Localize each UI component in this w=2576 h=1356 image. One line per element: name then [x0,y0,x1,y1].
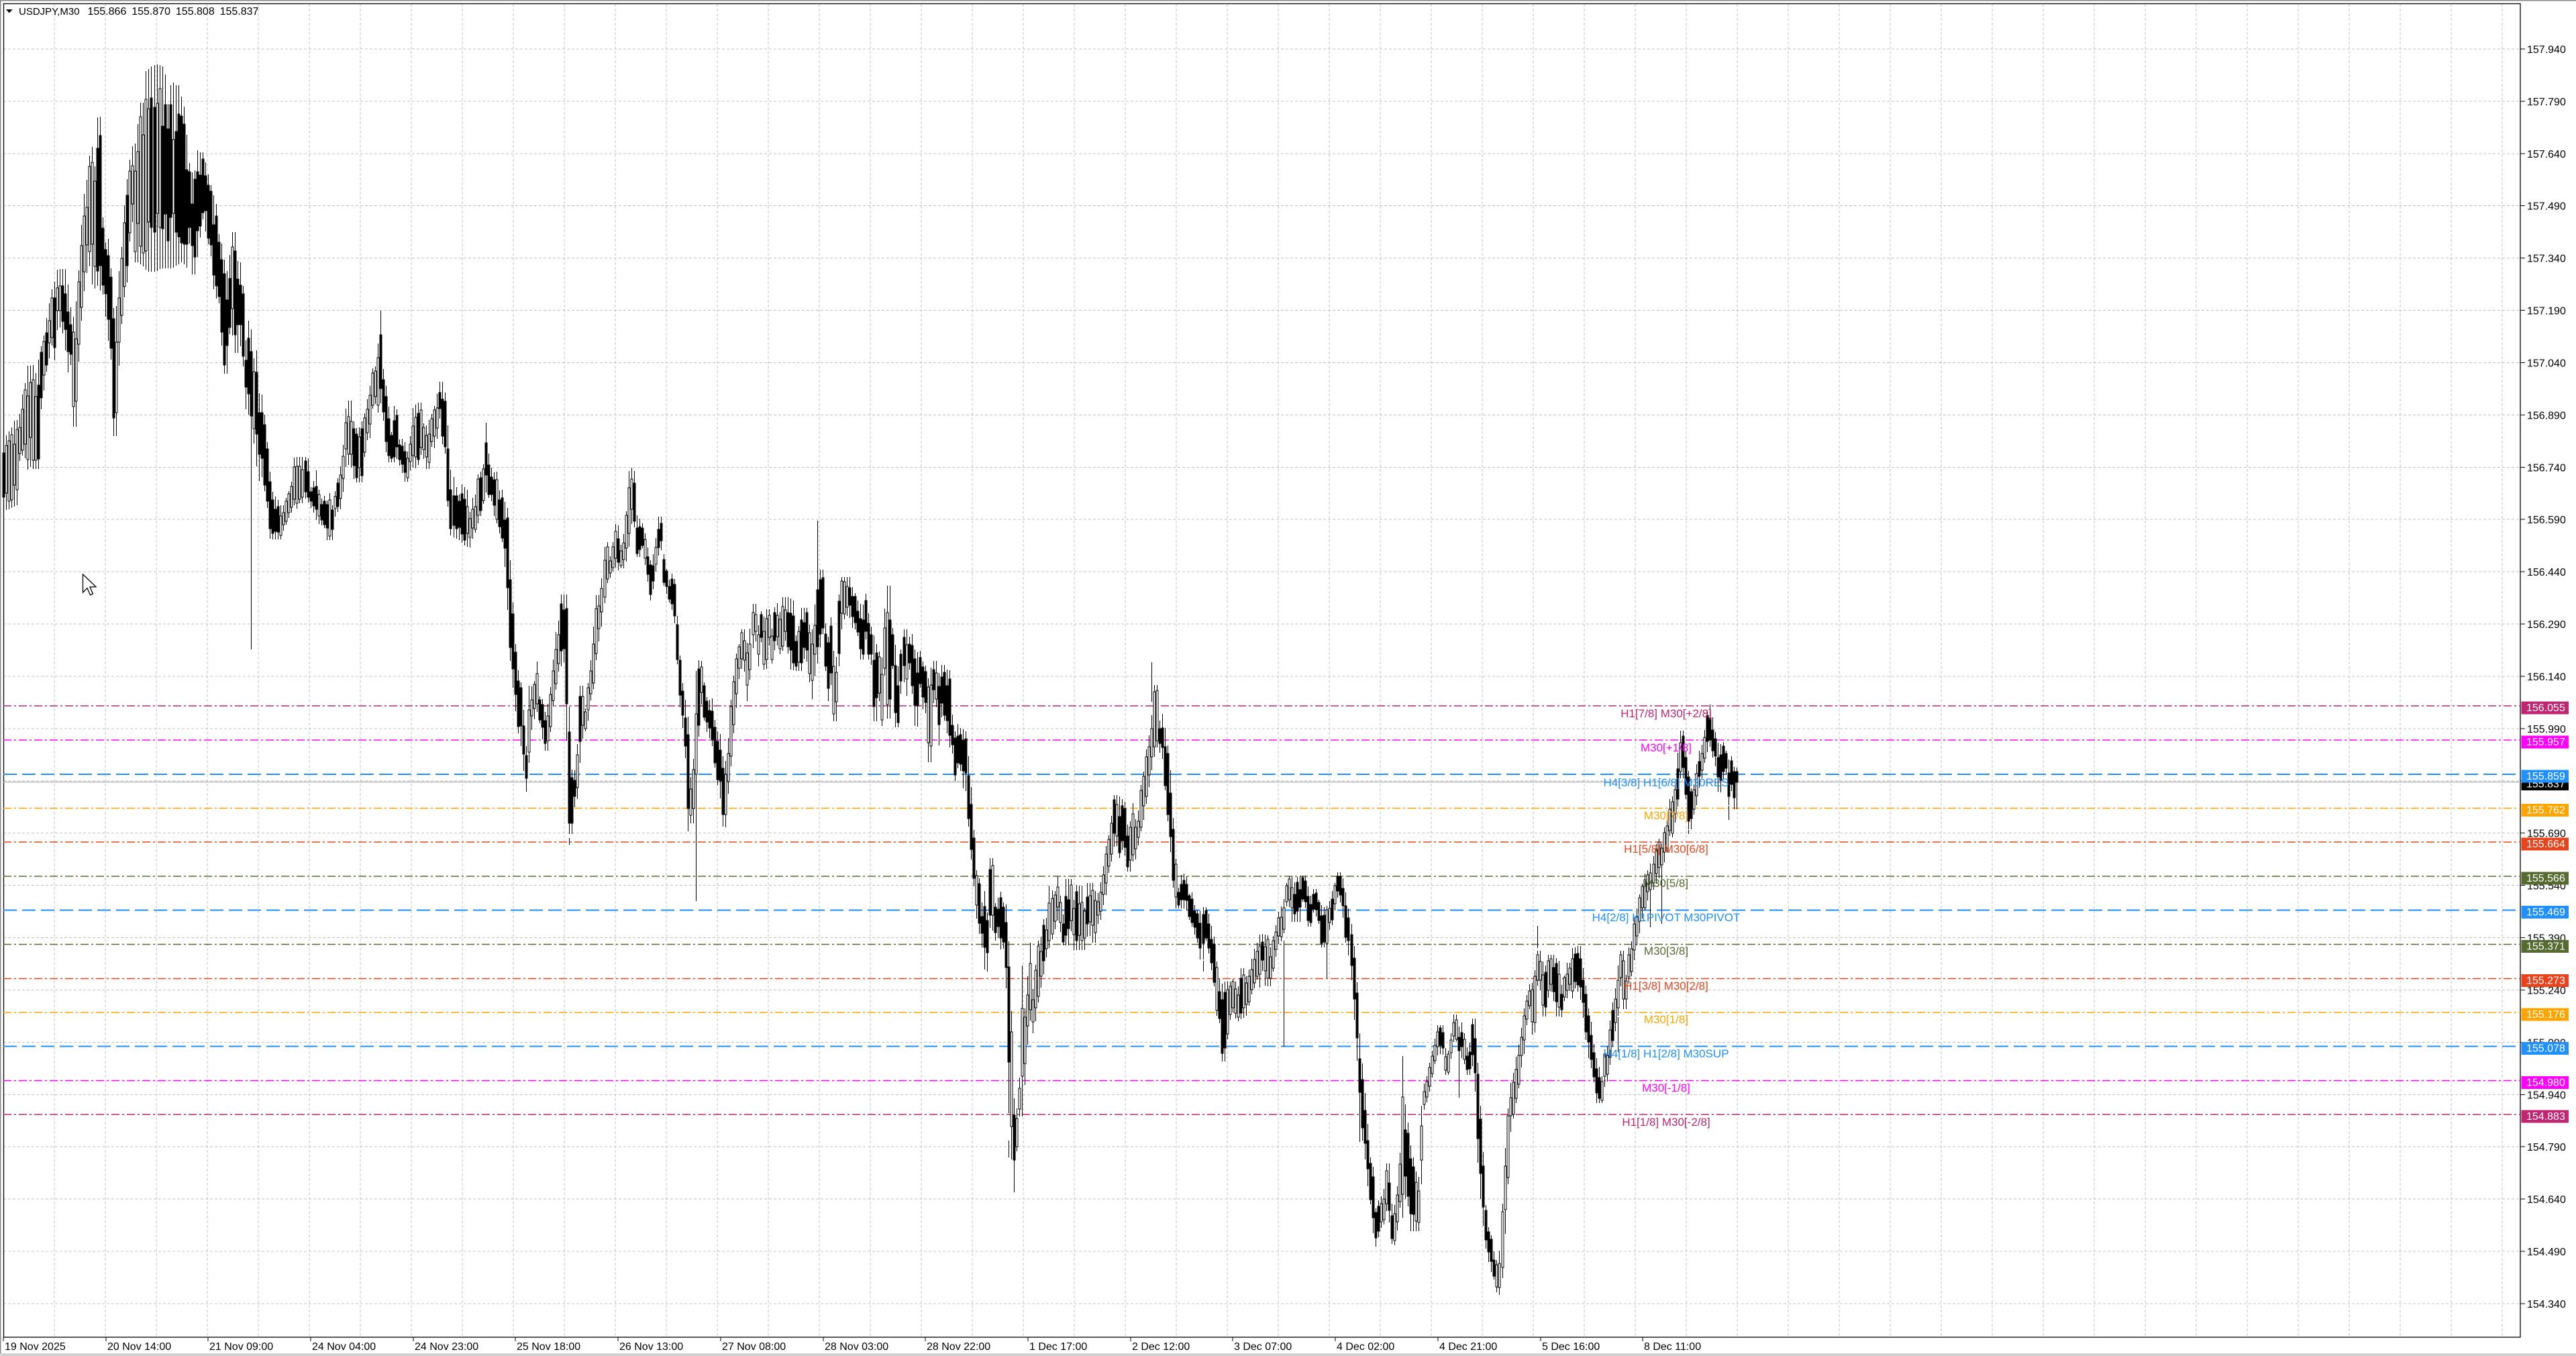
svg-text:H1[3/8] M30[2/8]: H1[3/8] M30[2/8] [1624,980,1708,992]
svg-text:154.340: 154.340 [2527,1299,2566,1310]
svg-text:H1[1/8] M30[-2/8]: H1[1/8] M30[-2/8] [1622,1116,1710,1129]
svg-text:H4[3/8] H1[6/8] M30RES: H4[3/8] H1[6/8] M30RES [1603,776,1729,789]
svg-text:155.566: 155.566 [2526,873,2565,884]
svg-text:155.859: 155.859 [2526,771,2565,782]
svg-text:156.055: 156.055 [2526,702,2565,714]
svg-text:M30[3/8]: M30[3/8] [1644,945,1688,957]
svg-text:154.883: 154.883 [2526,1111,2565,1123]
svg-text:1 Dec 17:00: 1 Dec 17:00 [1029,1341,1087,1353]
svg-text:24 Nov 04:00: 24 Nov 04:00 [312,1341,376,1353]
svg-text:M30[1/8]: M30[1/8] [1644,1013,1688,1026]
svg-text:155.273: 155.273 [2526,976,2565,987]
svg-text:H4[2/8] H1PIVOT M30PIVOT: H4[2/8] H1PIVOT M30PIVOT [1592,911,1741,924]
svg-text:156.590: 156.590 [2527,515,2566,526]
svg-text:155.078: 155.078 [2526,1043,2565,1055]
svg-text:155.837: 155.837 [220,6,259,17]
svg-text:8 Dec 11:00: 8 Dec 11:00 [1644,1341,1701,1353]
svg-text:19 Nov 2025: 19 Nov 2025 [5,1341,66,1353]
svg-text:155.176: 155.176 [2526,1009,2565,1021]
svg-text:157.490: 157.490 [2527,201,2566,213]
svg-text:157.940: 157.940 [2527,44,2566,56]
svg-text:154.790: 154.790 [2527,1142,2566,1153]
svg-text:157.190: 157.190 [2527,306,2566,317]
svg-text:156.290: 156.290 [2527,619,2566,631]
svg-text:3 Dec 07:00: 3 Dec 07:00 [1234,1341,1292,1353]
svg-text:157.640: 157.640 [2527,149,2566,160]
svg-text:156.140: 156.140 [2527,672,2566,683]
svg-text:156.890: 156.890 [2527,411,2566,422]
svg-text:H4[1/8] H1[2/8] M30SUP: H4[1/8] H1[2/8] M30SUP [1603,1047,1729,1060]
svg-text:24 Nov 23:00: 24 Nov 23:00 [415,1341,478,1353]
svg-text:155.240: 155.240 [2527,986,2566,997]
svg-text:28 Nov 22:00: 28 Nov 22:00 [927,1341,990,1353]
svg-text:154.940: 154.940 [2527,1090,2566,1102]
svg-text:20 Nov 14:00: 20 Nov 14:00 [107,1341,171,1353]
svg-text:H1[7/8] M30[+2/8]: H1[7/8] M30[+2/8] [1620,707,1712,720]
svg-text:H1[5/8] M30[6/8]: H1[5/8] M30[6/8] [1624,843,1708,855]
svg-text:155.990: 155.990 [2527,724,2566,735]
svg-text:155.870: 155.870 [132,6,170,17]
svg-text:155.664: 155.664 [2526,839,2565,850]
svg-text:26 Nov 13:00: 26 Nov 13:00 [619,1341,683,1353]
svg-text:4 Dec 21:00: 4 Dec 21:00 [1439,1341,1497,1353]
svg-text:154.980: 154.980 [2526,1078,2565,1089]
svg-text:27 Nov 08:00: 27 Nov 08:00 [722,1341,786,1353]
svg-text:156.740: 156.740 [2527,463,2566,474]
svg-text:157.790: 157.790 [2527,97,2566,108]
svg-text:2 Dec 12:00: 2 Dec 12:00 [1132,1341,1190,1353]
svg-text:4 Dec 02:00: 4 Dec 02:00 [1337,1341,1394,1353]
svg-text:156.440: 156.440 [2527,567,2566,578]
svg-text:USDJPY,M30: USDJPY,M30 [19,6,80,17]
svg-text:21 Nov 09:00: 21 Nov 09:00 [209,1341,273,1353]
svg-text:5 Dec 16:00: 5 Dec 16:00 [1542,1341,1600,1353]
svg-text:M30[-1/8]: M30[-1/8] [1642,1082,1690,1094]
svg-text:M30[5/8]: M30[5/8] [1644,877,1688,890]
svg-text:154.640: 154.640 [2527,1194,2566,1206]
svg-text:155.866: 155.866 [88,6,127,17]
svg-text:157.340: 157.340 [2527,254,2566,265]
svg-text:155.808: 155.808 [176,6,215,17]
svg-text:154.490: 154.490 [2527,1247,2566,1258]
svg-text:155.469: 155.469 [2526,907,2565,919]
svg-text:M30[7/8]: M30[7/8] [1644,809,1688,822]
svg-text:155.957: 155.957 [2526,737,2565,748]
svg-text:157.040: 157.040 [2527,358,2566,370]
svg-text:155.762: 155.762 [2526,805,2565,817]
svg-text:28 Nov 03:00: 28 Nov 03:00 [825,1341,888,1353]
svg-text:M30[+1/8]: M30[+1/8] [1641,741,1692,754]
svg-text:155.371: 155.371 [2526,941,2565,953]
svg-text:25 Nov 18:00: 25 Nov 18:00 [517,1341,580,1353]
svg-text:155.690: 155.690 [2527,829,2566,840]
